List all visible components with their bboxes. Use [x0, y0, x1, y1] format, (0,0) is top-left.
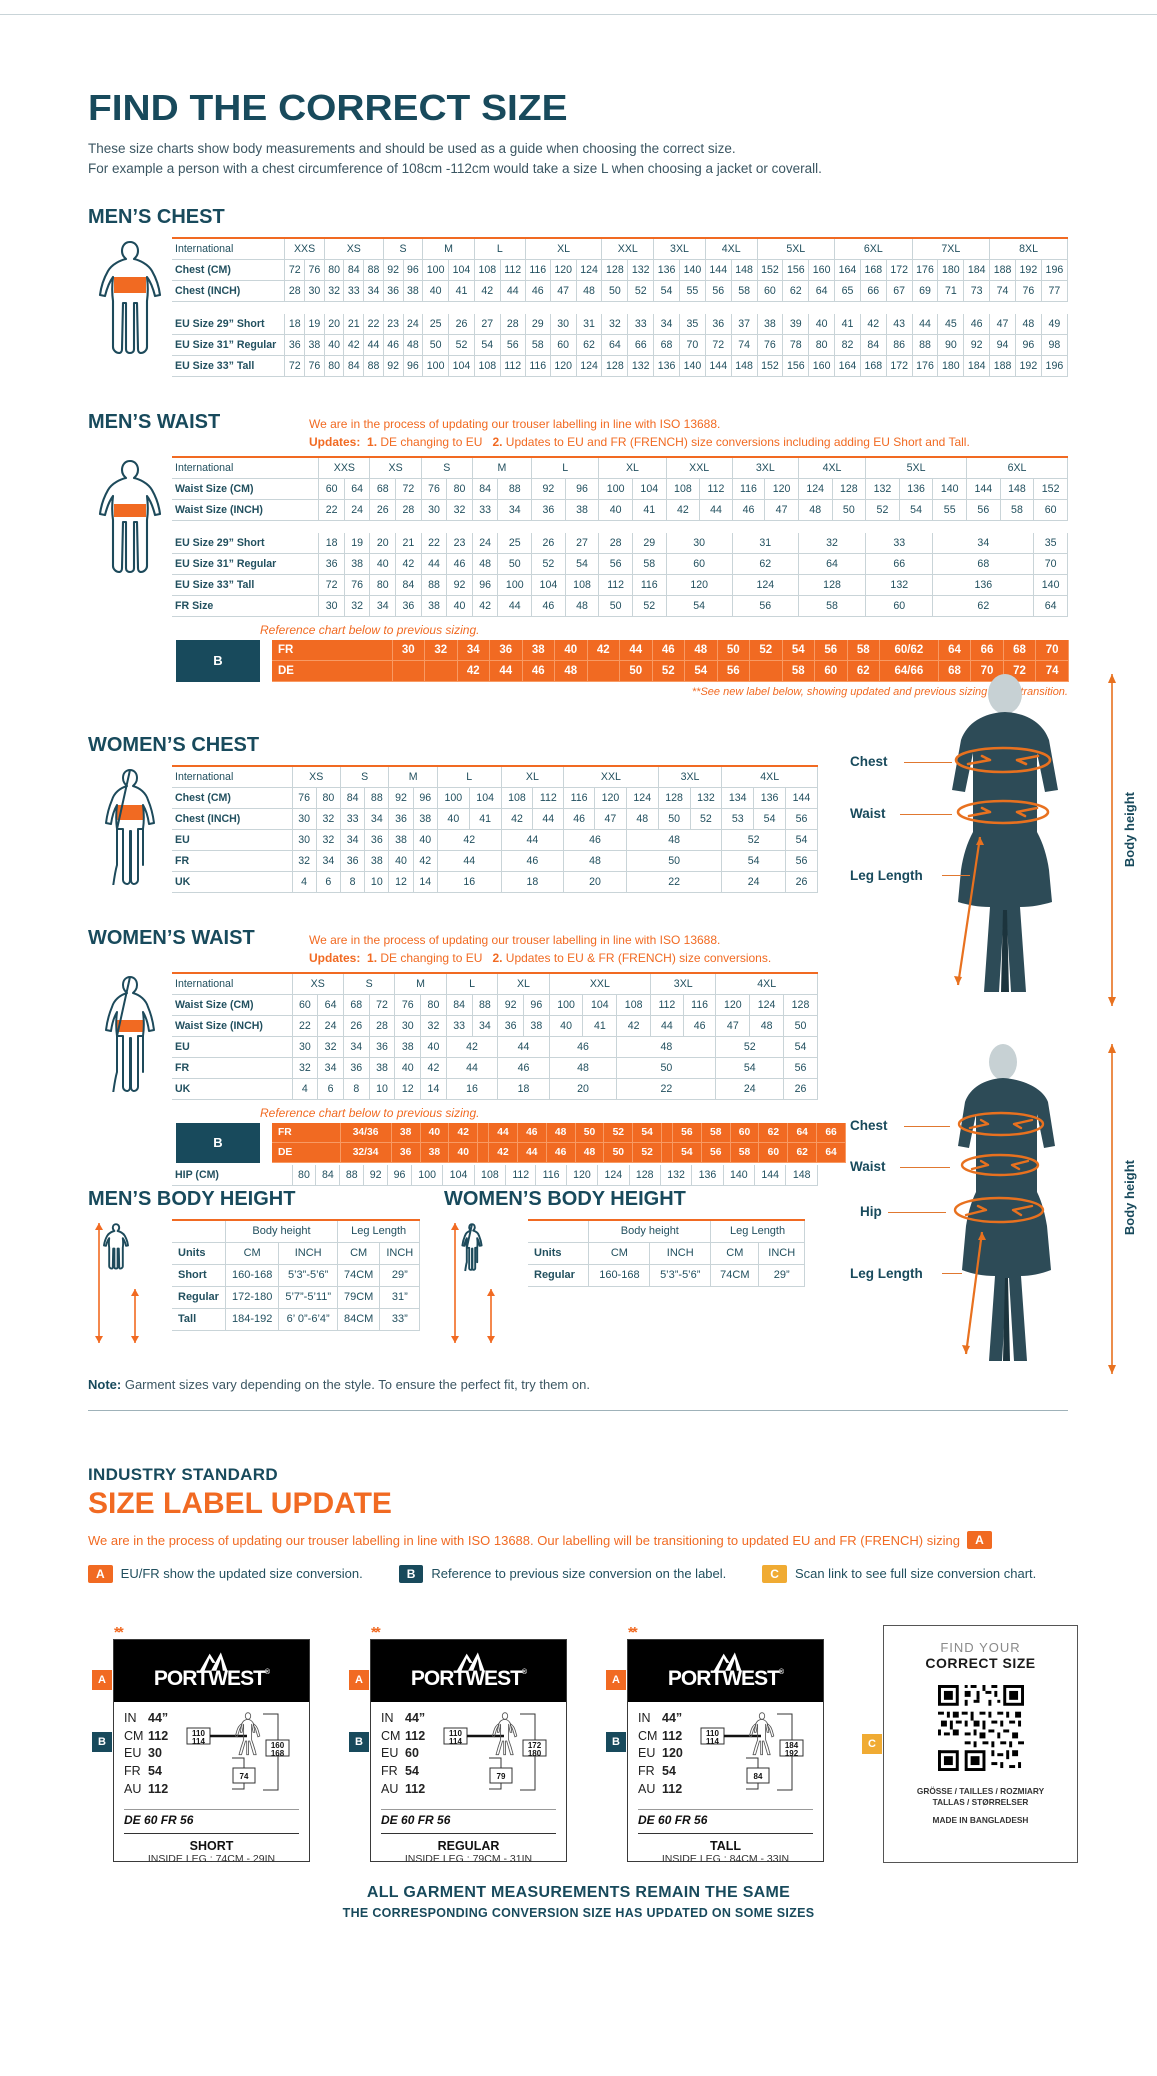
svg-text:114: 114	[706, 1737, 719, 1746]
svg-text:84: 84	[754, 1772, 763, 1781]
svg-text:74: 74	[240, 1772, 249, 1781]
svg-text:79: 79	[497, 1772, 506, 1781]
svg-text:114: 114	[449, 1737, 462, 1746]
svg-text:114: 114	[192, 1737, 205, 1746]
